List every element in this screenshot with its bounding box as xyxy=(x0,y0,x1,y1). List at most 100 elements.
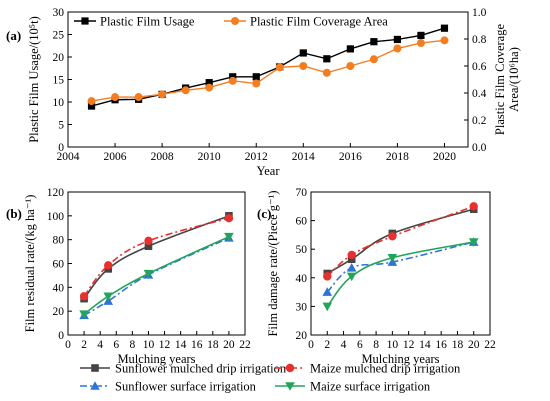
y-axis-label: Film damage rate/(Piece g⁻¹) xyxy=(266,190,280,336)
data-point xyxy=(393,44,402,53)
data-point xyxy=(468,238,479,247)
y-tick-label: 30 xyxy=(296,301,308,313)
data-point xyxy=(143,269,154,279)
data-point xyxy=(440,36,449,45)
y-tick-label: 25 xyxy=(53,30,65,42)
panel-label: (a) xyxy=(6,28,21,43)
y2-tick-label: 0.0 xyxy=(472,142,487,154)
y-tick-label: 20 xyxy=(53,52,65,64)
data-point xyxy=(417,31,425,39)
y2-tick-label: 0.4 xyxy=(472,88,487,100)
data-point xyxy=(103,292,114,302)
x-tick-label: 4 xyxy=(341,339,347,351)
data-point xyxy=(79,310,89,319)
x-axis-label: Year xyxy=(256,164,280,178)
y-tick-label: 50 xyxy=(296,244,308,256)
x-tick-label: 20 xyxy=(468,339,480,351)
y2-axis-label-line2: Area/(10⁶ha) xyxy=(507,47,521,112)
data-point xyxy=(224,232,234,242)
x-tick-label: 2010 xyxy=(198,151,221,163)
series-maize-mulched-drip-irrigation xyxy=(323,202,478,281)
chart-panel-a: 2004 2006 2008 2010 2012 2014 2016 2018 2020 0 5 10… xyxy=(6,7,521,178)
y2-axis-label-line1: Plastic Film Coverage xyxy=(493,24,507,136)
series-sunflower-mulched-drip-irrigation xyxy=(323,205,478,278)
data-point xyxy=(229,73,237,81)
data-point xyxy=(181,86,190,95)
y-tick-label: 30 xyxy=(53,7,65,19)
data-point xyxy=(323,55,331,63)
chart-panel-c: 0 2 4 6 8 10 12 14 16 18 20 22 20 30 40 50 60 70 Mulching … xyxy=(257,187,496,366)
data-point xyxy=(393,35,402,44)
data-point xyxy=(134,93,143,102)
data-point xyxy=(416,39,425,48)
x-tick-label: 2 xyxy=(81,339,87,351)
y-tick-label: 0 xyxy=(58,142,64,154)
legend-marker xyxy=(90,381,100,390)
legend-label: Sunflower mulched drip irrigation xyxy=(115,362,287,376)
legend-marker xyxy=(285,363,295,373)
x-tick-label: 12 xyxy=(159,339,171,351)
series-line xyxy=(326,241,474,293)
series-line xyxy=(83,215,230,300)
x-tick-label: 0 xyxy=(308,339,314,351)
y2-tick-label: 0.6 xyxy=(472,61,487,73)
series-line xyxy=(83,237,230,317)
y-tick-label: 10 xyxy=(53,97,65,109)
x-axis-label: Mulching years xyxy=(361,352,439,366)
legend-label: Sunflower surface irrigation xyxy=(115,380,257,394)
y-axis-label: Plastic Film Usage/(10⁵t) xyxy=(27,16,41,143)
data-point xyxy=(111,93,120,102)
y-axis-label: Film residual rate/(kg ha⁻¹) xyxy=(23,195,37,333)
legend-marker xyxy=(285,382,295,391)
series-line xyxy=(326,205,475,277)
y-tick-label: 40 xyxy=(53,282,65,294)
data-point xyxy=(87,102,96,110)
x-tick-label: 2012 xyxy=(245,151,268,163)
data-point xyxy=(205,83,214,92)
x-tick-label: 2 xyxy=(324,339,330,351)
data-point xyxy=(346,62,355,70)
series-line xyxy=(83,217,230,297)
x-tick-label: 20 xyxy=(223,339,235,351)
x-tick-label: 22 xyxy=(484,339,496,351)
data-point xyxy=(252,73,260,81)
data-point xyxy=(104,261,113,270)
legend-label: Maize mulched drip irrigation xyxy=(310,362,461,376)
series-line xyxy=(83,235,230,315)
plot-frame xyxy=(67,191,246,336)
x-tick-label: 12 xyxy=(403,339,415,351)
legend-marker xyxy=(81,17,89,25)
y-tick-label: 120 xyxy=(47,187,65,199)
series-sunflower-mulched-drip-irrigation xyxy=(80,212,233,303)
data-point xyxy=(158,90,167,99)
data-point xyxy=(346,45,354,53)
x-tick-label: 14 xyxy=(175,339,187,351)
series-maize-mulched-drip-irrigation xyxy=(79,214,234,301)
plot-frame xyxy=(67,11,469,148)
x-tick-label: 8 xyxy=(129,339,135,351)
legend-bc: Sunflower mulched drip irrigation Maize m… xyxy=(80,362,461,394)
x-tick-label: 2004 xyxy=(57,151,80,163)
y-tick-label: 20 xyxy=(53,306,65,318)
x-tick-label: 22 xyxy=(239,339,251,351)
data-point xyxy=(323,272,332,281)
x-tick-label: 2014 xyxy=(292,151,315,163)
y-tick-label: 60 xyxy=(53,259,65,271)
data-point xyxy=(440,24,449,32)
x-tick-label: 2008 xyxy=(151,151,174,163)
series-line xyxy=(326,241,474,307)
y2-tick-label: 0.2 xyxy=(472,115,487,127)
data-point xyxy=(224,214,234,223)
x-tick-label: 14 xyxy=(419,339,431,351)
data-point xyxy=(299,49,307,57)
data-point xyxy=(322,287,333,296)
legend-label: Plastic Film Usage xyxy=(100,15,195,29)
legend-label: Maize surface irrigation xyxy=(310,380,431,394)
x-tick-label: 6 xyxy=(113,339,119,351)
x-tick-label: 16 xyxy=(191,339,203,351)
data-point xyxy=(369,55,378,64)
series-maize-surface-irrigation xyxy=(79,232,234,319)
x-tick-label: 2016 xyxy=(339,151,362,163)
chart-panel-b: 0 2 4 6 8 10 12 14 16 18 20 22020406080100120Mulchi… xyxy=(6,187,251,366)
